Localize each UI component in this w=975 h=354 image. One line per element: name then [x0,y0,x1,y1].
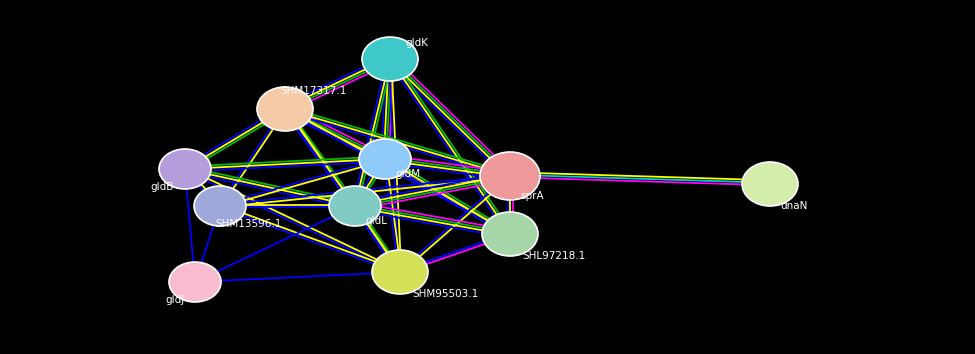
Ellipse shape [194,186,246,226]
Ellipse shape [169,262,221,302]
Text: gldB: gldB [150,182,174,192]
Ellipse shape [159,149,211,189]
Ellipse shape [329,186,381,226]
Text: gldK: gldK [405,38,428,48]
Ellipse shape [482,212,538,256]
Ellipse shape [257,87,313,131]
Text: gldL: gldL [365,216,387,226]
Text: SHM95503.1: SHM95503.1 [412,289,479,299]
Ellipse shape [359,139,411,179]
Text: gldM: gldM [395,169,420,179]
Text: gldJ: gldJ [165,295,184,305]
Text: sprA: sprA [520,191,544,201]
Ellipse shape [742,162,798,206]
Text: SHM13596.1: SHM13596.1 [215,219,282,229]
Text: SHL97218.1: SHL97218.1 [522,251,585,261]
Ellipse shape [362,37,418,81]
Ellipse shape [372,250,428,294]
Text: SHM17317.1: SHM17317.1 [280,86,346,96]
Text: dnaN: dnaN [780,201,807,211]
Ellipse shape [480,152,540,200]
